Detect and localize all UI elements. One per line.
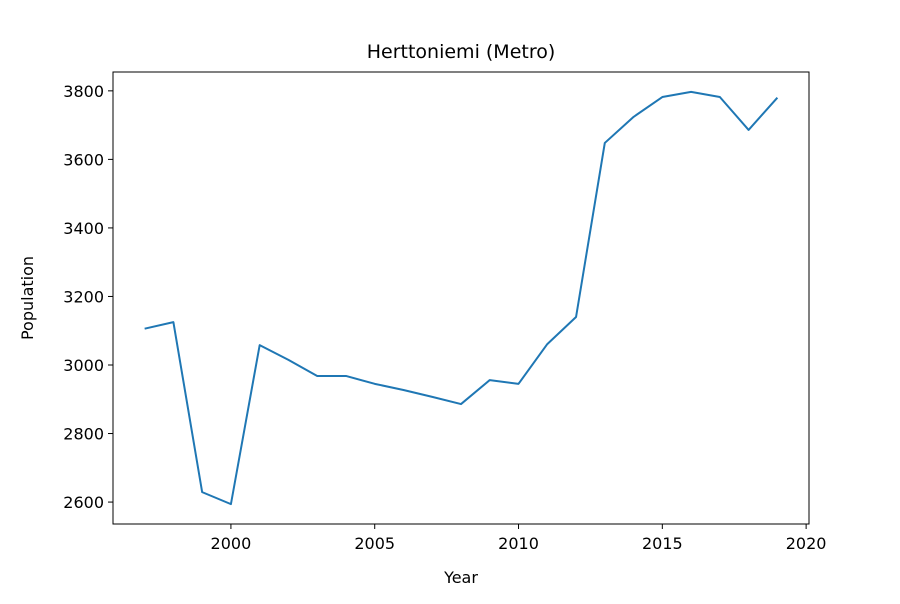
x-tick-label: 2015 (642, 534, 683, 553)
y-tick-label: 3600 (63, 150, 104, 169)
line (144, 90, 779, 506)
y-axis-label: Population (18, 256, 37, 340)
y-tick-label: 2600 (63, 493, 104, 512)
x-tick-label: 2000 (211, 534, 252, 553)
y-tick-label: 2800 (63, 425, 104, 444)
plot-frame (112, 71, 810, 525)
x-tick-label: 2005 (354, 534, 395, 553)
x-axis-label: Year (443, 568, 478, 587)
y-tick-label: 3200 (63, 287, 104, 306)
y-tick-label: 3800 (63, 82, 104, 101)
chart-title: Herttoniemi (Metro) (367, 41, 556, 63)
y-tick-label: 3000 (63, 356, 104, 375)
x-tick-label: 2010 (498, 534, 539, 553)
y-tick-label: 3400 (63, 219, 104, 238)
x-tick-label: 2020 (786, 534, 827, 553)
